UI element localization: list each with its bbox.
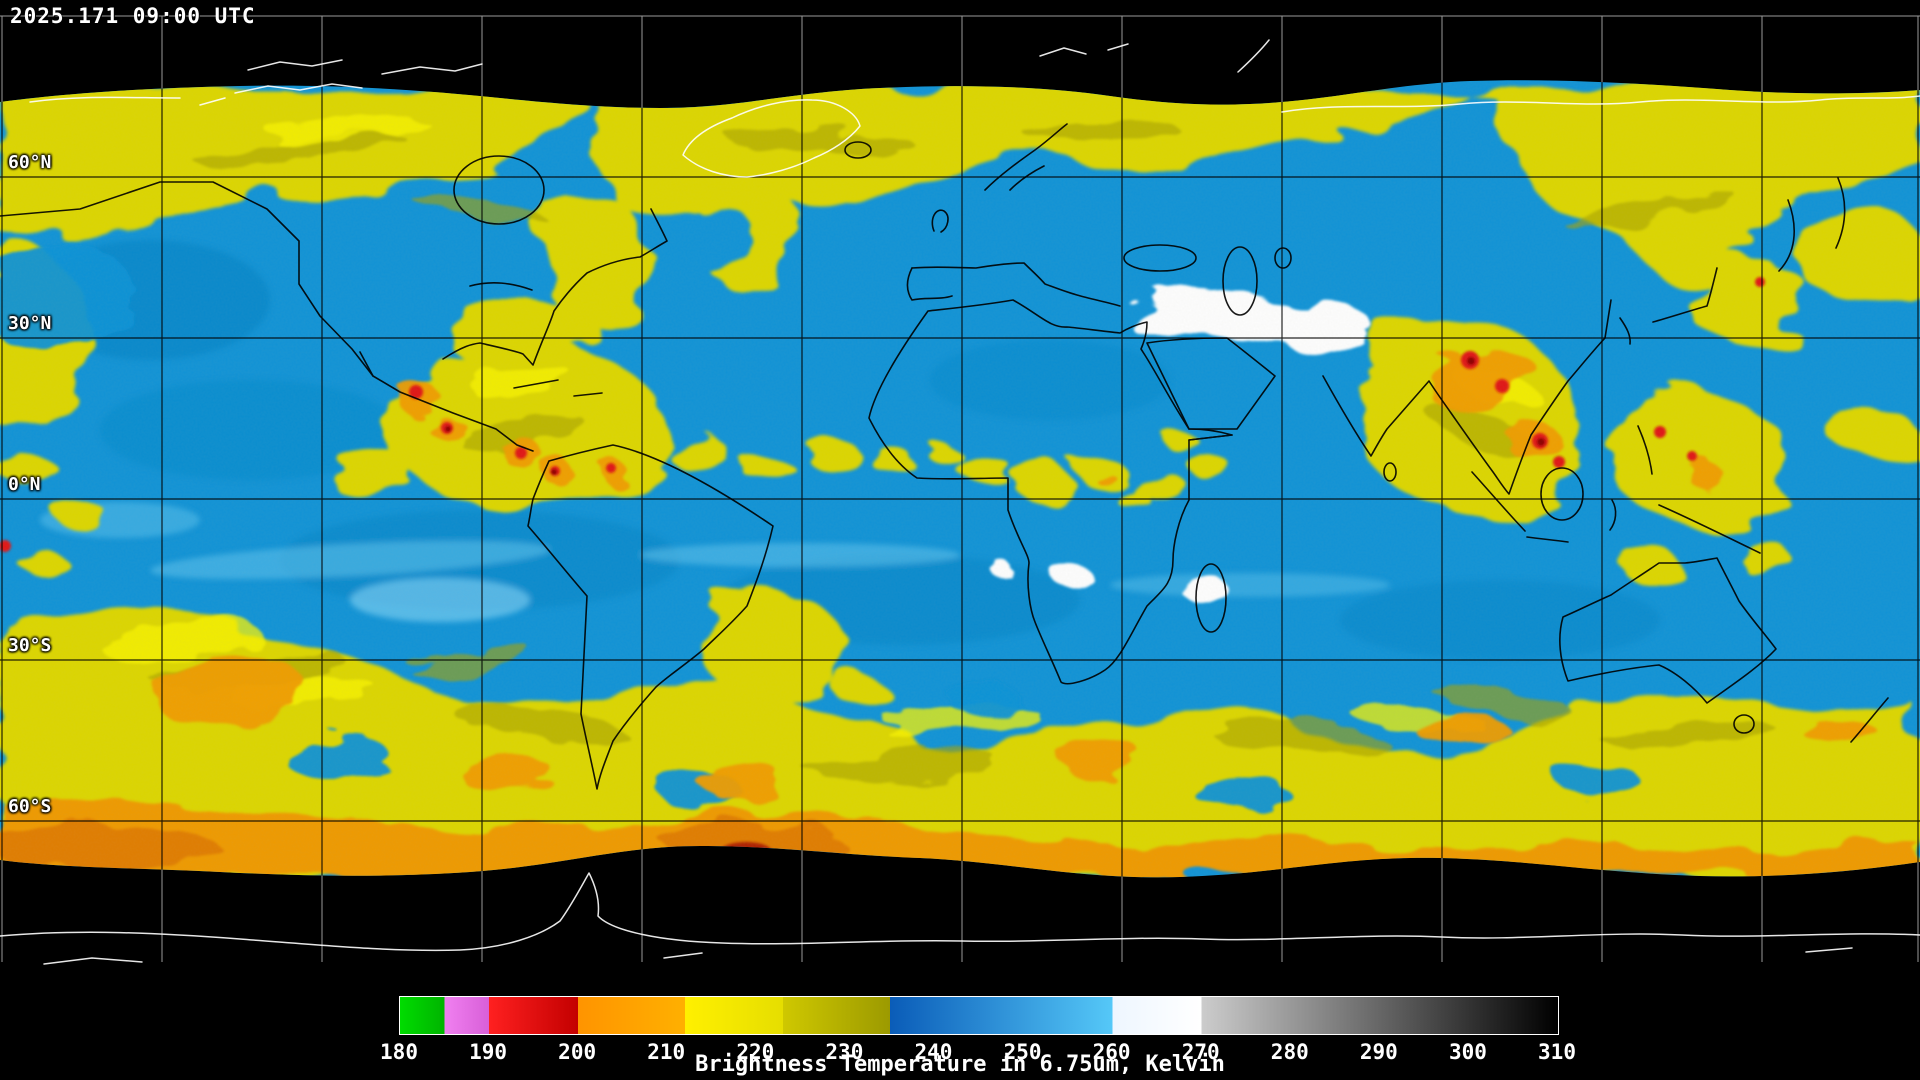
colorbar-tick-label: 310 bbox=[1538, 1040, 1576, 1064]
colorbar-tick-label: 250 bbox=[1003, 1040, 1042, 1064]
coastlines-white-polar bbox=[0, 39, 1920, 965]
coastlines-black bbox=[0, 123, 1889, 790]
data-swath bbox=[0, 80, 1920, 878]
latitude-label: 30°S bbox=[8, 635, 52, 656]
latitude-label: 0°N bbox=[8, 474, 41, 495]
colorbar-tick-labels: 180 190 200 210 220 230 240 250 260 270 280 290 300 3… bbox=[380, 1040, 1576, 1066]
colorbar-tick-label: 230 bbox=[825, 1040, 864, 1064]
colorbar-tick-label: 270 bbox=[1181, 1040, 1220, 1064]
timestamp-label: 2025.171 09:00 UTC bbox=[10, 4, 256, 28]
satellite-map bbox=[0, 15, 1920, 965]
latitude-label: 60°N bbox=[8, 152, 52, 173]
colorbar-tick-label: 280 bbox=[1270, 1040, 1309, 1064]
image-grain bbox=[0, 80, 1920, 878]
graticule-black bbox=[0, 80, 1920, 878]
latitude-label: 60°S bbox=[8, 796, 52, 817]
colorbar-caption: Brightness Temperature in 6.75um, Kelvin bbox=[695, 1052, 1225, 1077]
colorbar-tick-label: 220 bbox=[736, 1040, 775, 1064]
colorbar-tick-label: 180 bbox=[380, 1040, 418, 1064]
colorbar-tick-label: 300 bbox=[1448, 1040, 1487, 1064]
colorbar-tick-label: 210 bbox=[647, 1040, 686, 1064]
colorbar-tick-label: 240 bbox=[914, 1040, 953, 1064]
colorbar bbox=[399, 996, 1559, 1035]
colorbar-gradient bbox=[400, 997, 1558, 1034]
colorbar-tick-label: 190 bbox=[469, 1040, 508, 1064]
colorbar-tick-label: 290 bbox=[1359, 1040, 1398, 1064]
latitude-label: 30°N bbox=[8, 313, 52, 334]
colorbar-tick-label: 260 bbox=[1092, 1040, 1131, 1064]
colorbar-tick-label: 200 bbox=[558, 1040, 597, 1064]
